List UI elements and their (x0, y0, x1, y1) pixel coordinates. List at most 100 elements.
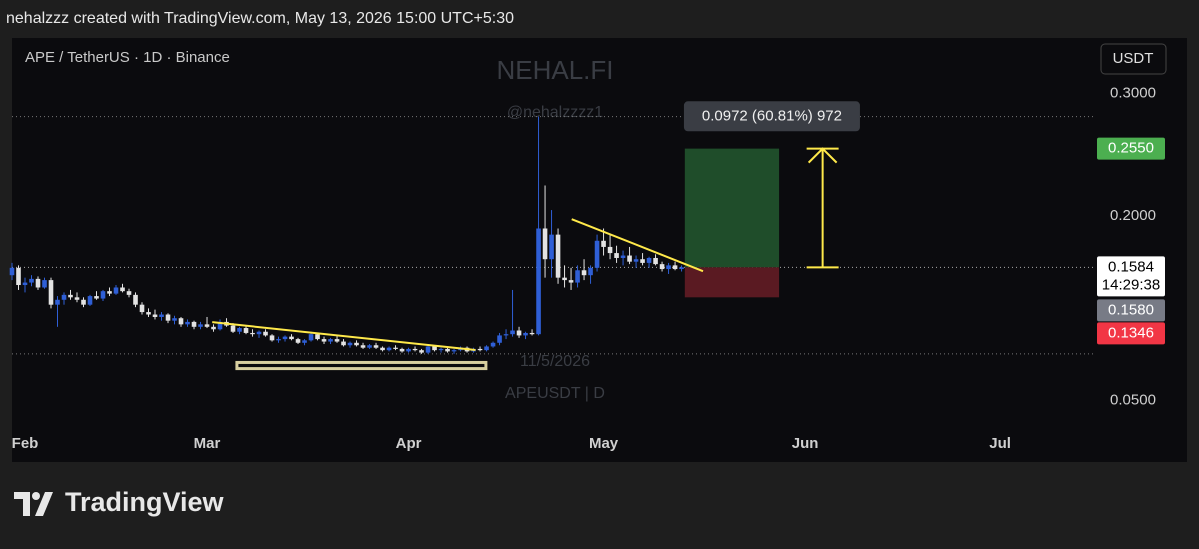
candle-body (477, 348, 483, 351)
candle-body (334, 339, 340, 342)
candle-body (640, 259, 645, 263)
candle-body (367, 345, 372, 348)
candle-body (237, 328, 242, 332)
candle-body (679, 267, 684, 270)
candle-body (302, 340, 307, 343)
candle-body (406, 348, 411, 352)
arrow-head (807, 147, 838, 164)
candle-body (61, 294, 67, 300)
currency[interactable]: USDT (1113, 50, 1154, 67)
x-tick-label: Mar (194, 435, 221, 452)
candle-body (529, 332, 535, 335)
candle-body (445, 348, 450, 352)
candle-body (113, 287, 119, 294)
candle-body (126, 291, 132, 295)
candle-body (601, 240, 606, 247)
candle-body (178, 318, 184, 325)
watermark: APEUSDT | D (505, 385, 605, 402)
support-zone (235, 360, 488, 371)
candle-body (16, 267, 21, 286)
candle-body (35, 278, 41, 288)
price-label-bg (1097, 256, 1165, 297)
position-label: 0.0972 (60.81%) 972 (702, 107, 842, 124)
candle-body (198, 324, 203, 327)
candle-body (497, 335, 502, 343)
y-tick-label: 0.0500 (1110, 392, 1156, 409)
candle-body (289, 336, 294, 340)
candle-body (81, 299, 86, 305)
candle-body (659, 264, 665, 270)
candle-body (347, 342, 353, 346)
candle-body (419, 350, 424, 353)
candle-body (328, 339, 333, 342)
price-label: 0.1580 (1108, 301, 1154, 318)
brand-logo (14, 492, 53, 516)
y-tick-label: 0.3000 (1110, 84, 1156, 101)
candle-body (263, 331, 268, 336)
candle-body (386, 347, 392, 351)
candle-body (380, 347, 385, 351)
candle-body (432, 346, 437, 351)
target-zone (684, 148, 780, 268)
candle-body (633, 259, 639, 262)
x-tick-label: Jul (989, 435, 1011, 452)
candle-body (568, 280, 574, 283)
candle-body (627, 255, 632, 262)
price-label: 0.1584 (1108, 258, 1154, 275)
candle-body (204, 324, 210, 327)
price-label-bg (1097, 137, 1165, 160)
price-label-bg (1097, 322, 1165, 345)
position-label-bg (683, 101, 860, 132)
candle-body (412, 348, 418, 351)
candle-body (451, 350, 457, 352)
candle-body (542, 228, 548, 260)
x-tick-label: Apr (396, 435, 422, 452)
candle-body (100, 291, 106, 299)
candle-body (666, 265, 671, 270)
candle-body (276, 339, 281, 341)
candle-body (29, 278, 34, 283)
candle-body (490, 342, 496, 347)
candle-body (484, 346, 489, 351)
chart-panel (12, 38, 1187, 462)
candle-body (87, 296, 93, 305)
candle-body (48, 280, 54, 305)
stop-zone (684, 267, 780, 298)
candle-body (217, 321, 223, 330)
candle-body (139, 304, 145, 313)
trendline (571, 218, 704, 273)
candle-body (614, 253, 619, 258)
candle-body (555, 234, 561, 278)
candle-body (22, 282, 28, 286)
candle-body (185, 321, 190, 325)
currency-button[interactable] (1100, 43, 1167, 75)
candle-body (308, 334, 314, 341)
candle-body (211, 326, 216, 330)
candle-body (230, 325, 236, 332)
x-tick-label: Feb (12, 435, 39, 452)
candle-body (74, 297, 80, 300)
candle-body (536, 228, 541, 335)
candle-body (42, 280, 47, 288)
candle-body (315, 334, 320, 340)
candle-body (120, 287, 125, 292)
candle-body (588, 267, 593, 276)
candle-body (152, 314, 158, 317)
candle-body (321, 339, 327, 342)
candle-body (107, 291, 112, 294)
price-label-countdown: 14:29:38 (1102, 276, 1160, 293)
chart-title: APE / TetherUS · 1D · Binance (25, 49, 230, 66)
candle-body (438, 348, 444, 351)
trendline (212, 321, 476, 352)
x-tick-label: Jun (792, 435, 819, 452)
candle-body (672, 265, 678, 270)
candle-body (575, 270, 580, 283)
watermark: 11/5/2026 (520, 353, 590, 370)
candle-body (620, 255, 626, 258)
candle-body (191, 321, 197, 327)
candle-body (146, 312, 151, 315)
candle-body (594, 240, 600, 268)
candle-body (354, 342, 359, 346)
